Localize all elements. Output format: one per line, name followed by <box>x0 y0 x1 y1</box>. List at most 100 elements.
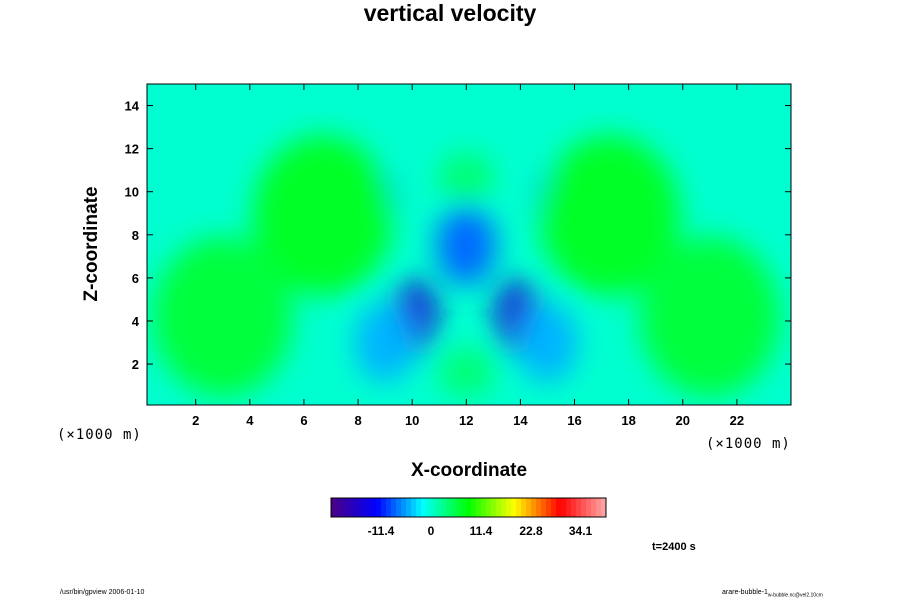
x-tick-label-2: 6 <box>300 413 307 428</box>
heatmap-feature-10 <box>639 236 780 397</box>
colorbar-cell-53 <box>596 498 602 517</box>
colorbar-cell-20 <box>431 498 437 517</box>
x-tick-label-4: 10 <box>405 413 419 428</box>
y-tick-label-4: 10 <box>125 185 139 200</box>
y-tick-label-3: 8 <box>132 228 139 243</box>
colorbar-cell-0 <box>331 498 337 517</box>
heatmap-feature-6 <box>517 302 578 383</box>
colorbar-cell-37 <box>516 498 522 517</box>
colorbar-cell-32 <box>491 498 497 517</box>
footer-left: /usr/bin/gpview 2006-01-10 <box>60 589 145 596</box>
colorbar-cell-46 <box>561 498 567 517</box>
colorbar-cell-11 <box>386 498 392 517</box>
x-tick-label-5: 12 <box>459 413 473 428</box>
heatmap-feature-5 <box>355 302 416 383</box>
colorbar-cell-26 <box>461 498 467 517</box>
colorbar-cell-7 <box>366 498 372 517</box>
colorbar-tick-label-2: 11.4 <box>470 524 493 538</box>
colorbar-cell-34 <box>501 498 507 517</box>
colorbar-cell-14 <box>401 498 407 517</box>
colorbar-cell-13 <box>396 498 402 517</box>
colorbar-frame <box>330 497 607 518</box>
colorbar-tick-label-4: 34.1 <box>569 524 593 538</box>
colorbar-cell-38 <box>521 498 527 517</box>
colorbar-cell-42 <box>541 498 547 517</box>
x-tick-label-10: 22 <box>730 413 744 428</box>
footer-right-sub: w-bubble.nc@vel2.10cm <box>767 592 823 599</box>
colorbar-cell-22 <box>441 498 447 517</box>
colorbar-cell-40 <box>531 498 537 517</box>
colorbar-cell-54 <box>601 498 607 517</box>
colorbar-cell-10 <box>381 498 387 517</box>
colorbar-cell-15 <box>406 498 412 517</box>
x-tick-label-7: 16 <box>567 413 581 428</box>
colorbar-cell-29 <box>476 498 482 517</box>
x-tick-label-1: 4 <box>246 413 254 428</box>
x-axis-label: X-coordinate <box>410 460 528 481</box>
colorbar-cell-19 <box>426 498 432 517</box>
y-tick-label-6: 14 <box>125 99 140 114</box>
heatmap-feature-12 <box>438 348 495 397</box>
colorbar-cell-45 <box>556 498 562 517</box>
colorbar-cell-36 <box>511 498 517 517</box>
colorbar-cell-44 <box>551 498 557 517</box>
colorbar-cell-28 <box>471 498 477 517</box>
colorbar-cell-6 <box>361 498 367 517</box>
colorbar-cell-2 <box>341 498 347 517</box>
colorbar-cell-17 <box>416 498 422 517</box>
colorbar-cell-39 <box>526 498 532 517</box>
colorbar-cell-25 <box>456 498 462 517</box>
colorbar-cell-21 <box>436 498 442 517</box>
colorbar-cell-31 <box>486 498 492 517</box>
time-label: t=2400 s <box>652 541 696 553</box>
colorbar-cell-8 <box>371 498 377 517</box>
colorbar-cell-27 <box>466 498 472 517</box>
x-unit-label-right: (×1000 m) <box>706 436 791 452</box>
colorbar-cell-30 <box>481 498 487 517</box>
plot-frame <box>146 83 792 406</box>
colorbar-cell-35 <box>506 498 512 517</box>
y-tick-label-2: 6 <box>132 271 139 286</box>
heatmap-feature-8 <box>539 135 680 296</box>
chart-title: vertical velocity <box>363 0 537 26</box>
x-tick-label-8: 18 <box>621 413 635 428</box>
x-tick-label-3: 8 <box>354 413 361 428</box>
colorbar-cell-52 <box>591 498 597 517</box>
colorbar-tick-label-1: 0 <box>428 524 435 538</box>
colorbar-tick-label-0: -11.4 <box>368 524 395 538</box>
colorbar-cell-50 <box>581 498 587 517</box>
x-unit-label-left: (×1000 m) <box>57 427 142 443</box>
x-tick-label-0: 2 <box>192 413 199 428</box>
colorbar-cell-48 <box>571 498 577 517</box>
colorbar-cell-43 <box>546 498 552 517</box>
heatmap-feature-7 <box>252 135 393 296</box>
colorbar-cell-4 <box>351 498 357 517</box>
y-tick-label-5: 12 <box>125 142 139 157</box>
colorbar-cell-41 <box>536 498 542 517</box>
heatmap-field <box>152 135 780 397</box>
heatmap-feature-9 <box>152 236 293 397</box>
colorbar-cell-47 <box>566 498 572 517</box>
colorbar: -11.4 0 11.4 22.8 34.1 <box>330 497 607 538</box>
colorbar-cell-23 <box>446 498 452 517</box>
colorbar-cell-12 <box>391 498 397 517</box>
colorbar-cell-49 <box>576 498 582 517</box>
y-tick-label-1: 4 <box>132 314 140 329</box>
colorbar-cell-9 <box>376 498 382 517</box>
colorbar-tick-label-3: 22.8 <box>519 524 543 538</box>
x-tick-label-9: 20 <box>676 413 690 428</box>
colorbar-cell-33 <box>496 498 502 517</box>
heatmap-feature-2 <box>436 205 497 286</box>
heatmap-feature-11 <box>438 152 495 201</box>
colorbar-cell-5 <box>356 498 362 517</box>
footer-right: arare-bubble-1w-bubble.nc@vel2.10cm <box>722 589 823 598</box>
colorbar-cell-18 <box>421 498 427 517</box>
x-tick-label-6: 14 <box>513 413 528 428</box>
colorbar-cell-51 <box>586 498 592 517</box>
y-axis-label: Z-coordinate <box>81 186 102 302</box>
colorbar-cell-1 <box>336 498 342 517</box>
colorbar-cell-16 <box>411 498 417 517</box>
colorbar-cell-3 <box>346 498 352 517</box>
